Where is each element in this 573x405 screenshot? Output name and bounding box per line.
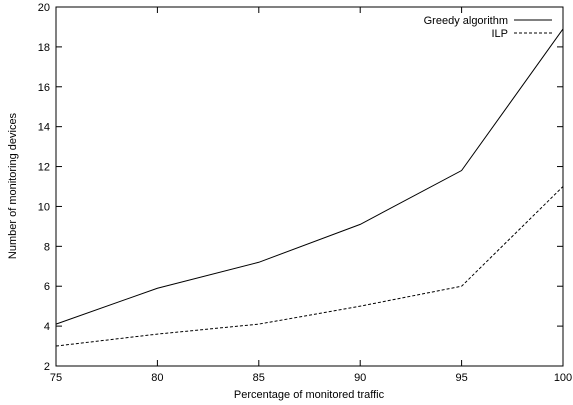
x-tick-label: 90 [354,372,366,384]
series-line-1 [55,28,564,325]
x-tick-label: 75 [50,372,62,384]
axis-ticks: 75 80 85 90 95 100 2 4 6 8 10 12 14 16 18 20 [38,2,572,384]
y-tick-label: 12 [38,162,50,174]
x-tick-label: 80 [151,372,163,384]
y-tick-label: 14 [38,122,50,134]
legend-label: Greedy algorithm [424,15,508,27]
series-line-2 [55,186,564,347]
x-tick-label: 85 [253,372,265,384]
x-axis-label: Percentage of monitored traffic [234,389,385,401]
x-tick-label: 95 [455,372,467,384]
series-layer [55,28,564,347]
y-tick-label: 16 [38,82,50,94]
y-tick-label: 8 [44,241,50,253]
plot-frame [55,6,564,367]
legend-label: ILP [491,28,508,40]
y-tick-label: 4 [44,321,50,333]
y-tick-label: 6 [44,281,50,293]
y-tick-label: 2 [44,361,50,373]
y-axis-label: Number of monitoring devices [7,112,19,259]
x-tick-label: 100 [554,372,572,384]
y-tick-label: 18 [38,42,50,54]
y-tick-label: 20 [38,2,50,14]
y-tick-label: 10 [38,201,50,213]
